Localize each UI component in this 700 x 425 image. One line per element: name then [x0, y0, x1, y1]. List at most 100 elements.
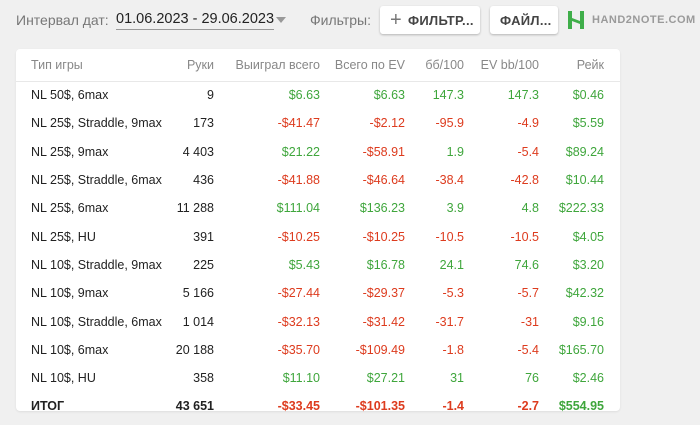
cell-hands: 173: [193, 116, 214, 131]
cell-rake: $42.32: [565, 286, 604, 301]
cell-ev-total: -$101.35: [355, 399, 405, 414]
cell-hands: 20 188: [175, 342, 214, 357]
cell-ev-bb100: 74.6: [514, 257, 539, 272]
cell-won-total: $21.22: [281, 144, 320, 159]
cell-ev-bb100: -5.4: [517, 342, 539, 357]
cell-rake: $554.95: [558, 399, 604, 414]
column-header-game-type[interactable]: Тип игры: [16, 49, 174, 82]
cell-ev-total: $136.23: [359, 201, 405, 216]
cell-game-type: NL 10$, Straddle, 6max: [31, 314, 162, 329]
table-row[interactable]: NL 10$, HU 358 $11.10 $27.21 31 76 $2.46: [16, 364, 620, 392]
total-row[interactable]: ИТОГ 43 651 -$33.45 -$101.35 -1.4 -2.7 $554.95: [16, 392, 620, 420]
cell-bb100: -1.4: [442, 399, 464, 414]
table-row[interactable]: NL 10$, 6max 20 188 -$35.70 -$109.49 -1.8 -5.…: [16, 336, 620, 364]
cell-hands: 358: [193, 371, 214, 386]
cell-game-type: NL 25$, Straddle, 6max: [31, 173, 162, 188]
cell-ev-total: $27.21: [366, 371, 405, 386]
cell-game-type: NL 10$, Straddle, 9max: [31, 257, 162, 272]
cell-game-type: NL 25$, 6max: [31, 201, 109, 216]
table-row[interactable]: NL 10$, 9max 5 166 -$27.44 -$29.37 -5.3 -5.7 $…: [16, 279, 620, 307]
cell-won-total: $6.63: [288, 88, 320, 103]
cell-bb100: -10.5: [435, 229, 465, 244]
table-row[interactable]: NL 25$, HU 391 -$10.25 -$10.25 -10.5 -10.5 $4.…: [16, 222, 620, 250]
cell-bb100: 3.9: [446, 201, 464, 216]
cell-hands: 11 288: [176, 201, 214, 216]
table-row[interactable]: NL 25$, Straddle, 9max 173 -$41.47 -$2.12 -9…: [16, 109, 620, 137]
column-header-won-total[interactable]: Выиграл всего: [216, 49, 320, 82]
cell-bb100: -31.7: [435, 314, 465, 329]
stats-table: Тип игры Руки Выиграл всего Всего по EV бб/1…: [16, 49, 620, 421]
cell-hands: 43 651: [175, 399, 214, 414]
column-header-ev-bb100[interactable]: EV bb/100: [464, 49, 539, 82]
cell-bb100: -38.4: [435, 173, 465, 188]
cell-hands: 391: [193, 229, 214, 244]
cell-rake: $5.59: [572, 116, 604, 131]
cell-won-total: -$35.70: [277, 342, 320, 357]
cell-ev-total: -$2.12: [369, 116, 405, 131]
logo-text: HAND2NOTE.COM: [592, 14, 696, 26]
toolbar: Интервал дат: 01.06.2023 - 29.06.2023 Фи…: [0, 0, 700, 44]
cell-won-total: -$27.44: [277, 286, 320, 301]
cell-ev-bb100: -5.4: [517, 144, 539, 159]
hand2note-logo: HAND2NOTE.COM: [566, 8, 696, 32]
cell-won-total: -$41.47: [277, 116, 320, 131]
cell-game-type: NL 25$, 9max: [31, 144, 109, 159]
table-body: NL 50$, 6max 9 $6.63 $6.63 147.3 147.3 $0.46 NL…: [16, 81, 620, 421]
cell-bb100: 147.3: [432, 88, 464, 103]
table-row[interactable]: NL 25$, 9max 4 403 $21.22 -$58.91 1.9 -5.4 $89…: [16, 138, 620, 166]
cell-ev-total: -$58.91: [362, 144, 405, 159]
cell-rake: $222.33: [558, 201, 604, 216]
table-row[interactable]: NL 50$, 6max 9 $6.63 $6.63 147.3 147.3 $0.46: [16, 81, 620, 109]
stats-table-card: Тип игры Руки Выиграл всего Всего по EV бб/1…: [16, 49, 620, 413]
cell-won-total: -$32.13: [277, 314, 320, 329]
date-interval-label: Интервал дат:: [16, 12, 109, 28]
h-logo-icon: [568, 11, 584, 29]
file-button-label: ФАЙЛ...: [500, 12, 552, 28]
cell-bb100: 1.9: [446, 144, 464, 159]
cell-ev-bb100: 147.3: [507, 88, 539, 103]
cell-hands: 1 014: [182, 314, 214, 329]
plus-icon: +: [390, 9, 402, 31]
date-interval-picker[interactable]: 01.06.2023 - 29.06.2023: [116, 11, 275, 30]
column-header-hands[interactable]: Руки: [174, 49, 216, 82]
add-filter-button[interactable]: + ФИЛЬТР...: [380, 6, 480, 34]
cell-game-type: NL 50$, 6max: [31, 88, 109, 103]
cell-ev-total: -$109.49: [355, 342, 405, 357]
cell-won-total: $5.43: [288, 257, 320, 272]
table-row[interactable]: NL 25$, Straddle, 6max 436 -$41.88 -$46.64 -…: [16, 166, 620, 194]
cell-won-total: -$33.45: [277, 399, 320, 414]
cell-hands: 225: [193, 257, 214, 272]
cell-ev-total: $16.78: [366, 257, 405, 272]
cell-ev-total: $6.63: [373, 88, 405, 103]
cell-rake: $4.05: [572, 229, 604, 244]
cell-bb100: 24.1: [439, 257, 464, 272]
cell-won-total: -$10.25: [277, 229, 320, 244]
column-header-rake[interactable]: Рейк: [539, 49, 620, 82]
table-row[interactable]: NL 25$, 6max 11 288 $111.04 $136.23 3.9 4.8 $2…: [16, 194, 620, 222]
file-button[interactable]: ФАЙЛ...: [490, 6, 558, 34]
cell-bb100: -95.9: [435, 116, 465, 131]
table-row[interactable]: NL 10$, Straddle, 9max 225 $5.43 $16.78 24.1…: [16, 251, 620, 279]
column-header-ev-total[interactable]: Всего по EV: [320, 49, 405, 82]
chevron-down-icon[interactable]: [276, 17, 286, 23]
cell-rake: $2.46: [572, 371, 604, 386]
filters-label: Фильтры:: [310, 12, 371, 28]
cell-game-type: ИТОГ: [31, 399, 65, 414]
cell-ev-total: -$46.64: [362, 173, 405, 188]
table-header-row: Тип игры Руки Выиграл всего Всего по EV бб/1…: [16, 49, 620, 82]
column-header-bb100[interactable]: бб/100: [405, 49, 464, 82]
cell-rake: $10.44: [565, 173, 604, 188]
cell-bb100: -5.3: [442, 286, 464, 301]
cell-bb100: -1.8: [442, 342, 464, 357]
cell-hands: 436: [193, 173, 214, 188]
cell-bb100: 31: [450, 371, 464, 386]
table-row[interactable]: NL 10$, Straddle, 6max 1 014 -$32.13 -$31.4…: [16, 307, 620, 335]
cell-ev-total: -$31.42: [362, 314, 405, 329]
cell-game-type: NL 25$, Straddle, 9max: [31, 116, 162, 131]
cell-hands: 9: [207, 88, 214, 103]
cell-ev-bb100: -10.5: [510, 229, 540, 244]
cell-hands: 5 166: [182, 286, 214, 301]
cell-game-type: NL 10$, 6max: [31, 342, 109, 357]
cell-game-type: NL 10$, 9max: [31, 286, 109, 301]
cell-ev-bb100: 76: [525, 371, 539, 386]
